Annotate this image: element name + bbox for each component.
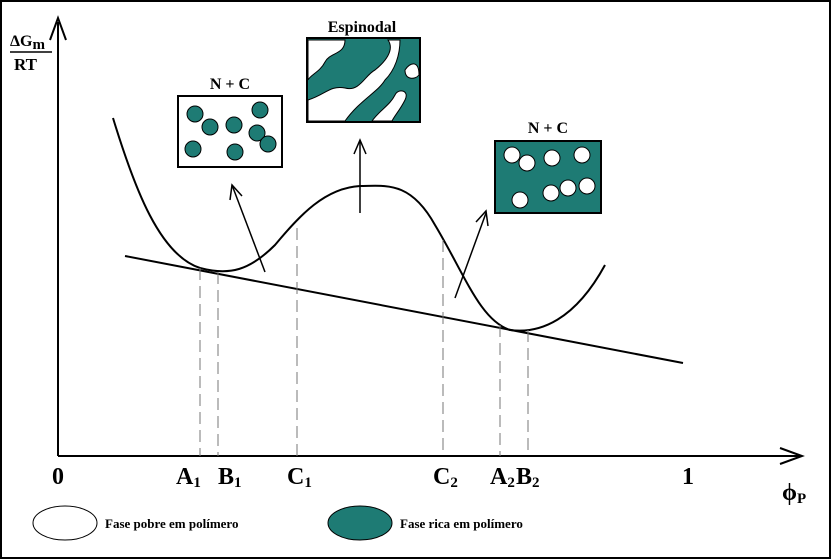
diagram: ΔGm RT N + C Espinodal N + C 0 1 A1 B1 C… xyxy=(0,0,831,559)
inset-label: Espinodal xyxy=(328,19,397,36)
legend-label: Fase pobre em polímero xyxy=(105,516,238,531)
legend-swatch xyxy=(328,506,392,540)
inset-label: N + C xyxy=(210,76,250,93)
x-label: 1 xyxy=(682,464,694,490)
y-label-denominator: RT xyxy=(14,55,38,74)
inset-label: N + C xyxy=(528,120,568,137)
legend-swatch xyxy=(33,506,97,540)
legend-label: Fase rica em polímero xyxy=(400,516,523,531)
page: ΔGm RT N + C Espinodal N + C 0 1 A1 B1 C… xyxy=(0,0,831,559)
x-label: 0 xyxy=(52,464,64,490)
